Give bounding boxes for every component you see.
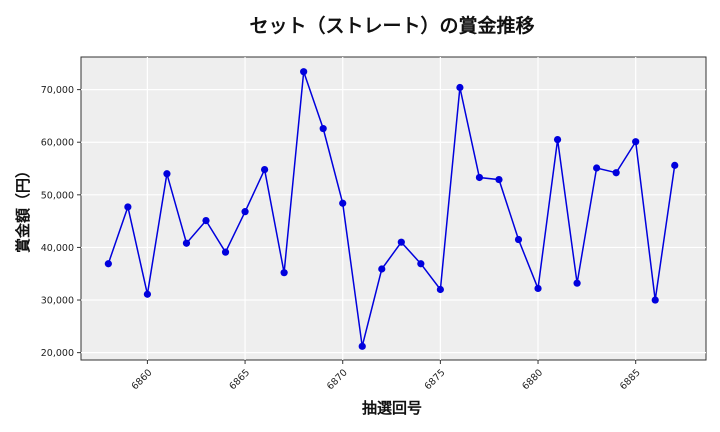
data-point: [104, 260, 112, 268]
y-tick-label: 40,000: [41, 243, 74, 254]
data-point: [378, 265, 386, 273]
data-point: [632, 138, 640, 146]
data-point: [671, 161, 679, 169]
data-point: [651, 296, 659, 304]
data-point: [593, 164, 601, 172]
data-point: [221, 248, 230, 256]
data-point: [417, 260, 425, 268]
data-point: [436, 285, 444, 294]
plot-area: [80, 56, 707, 361]
data-point: [534, 284, 542, 293]
data-point: [202, 216, 210, 225]
x-tick-label: 6880: [520, 367, 545, 392]
data-point: [260, 165, 269, 174]
y-tick-label: 30,000: [41, 296, 74, 307]
gridlines: [81, 57, 706, 360]
x-axis: 6860 6865 6870 6875 6880 6885: [130, 360, 643, 392]
data-point: [358, 342, 366, 350]
x-tick-label: 6865: [227, 367, 252, 392]
y-tick-label: 70,000: [41, 85, 74, 96]
data-series: [104, 68, 679, 350]
y-tick-label: 20,000: [41, 348, 74, 359]
x-tick-label: 6875: [423, 367, 448, 392]
data-point: [456, 83, 464, 92]
data-point: [143, 290, 152, 298]
x-tick-label: 6885: [618, 367, 643, 392]
y-tick-label: 50,000: [41, 190, 74, 201]
data-point: [319, 124, 327, 133]
data-point: [553, 135, 562, 144]
data-point: [612, 169, 620, 177]
data-point: [475, 173, 484, 182]
series-line: [107, 71, 676, 347]
chart-title: セット（ストレート）の賞金推移: [249, 14, 534, 37]
y-tick-label: 60,000: [41, 138, 74, 149]
data-point: [163, 170, 171, 178]
data-point: [124, 203, 132, 211]
x-tick-label: 6860: [130, 367, 155, 392]
data-point: [397, 238, 405, 246]
data-point: [495, 175, 503, 184]
data-point: [573, 279, 581, 287]
y-axis: 20,000 30,000 40,000 50,000 60,000 70,000: [41, 85, 81, 359]
data-point: [514, 235, 523, 244]
data-point: [300, 68, 308, 76]
x-tick-label: 6870: [325, 367, 350, 392]
y-axis-label: 賞金額（円）: [14, 163, 32, 253]
data-point: [280, 269, 288, 277]
data-point: [241, 208, 249, 216]
data-point: [182, 239, 191, 247]
data-point: [339, 199, 347, 207]
x-axis-label: 抽選回号: [362, 399, 422, 417]
